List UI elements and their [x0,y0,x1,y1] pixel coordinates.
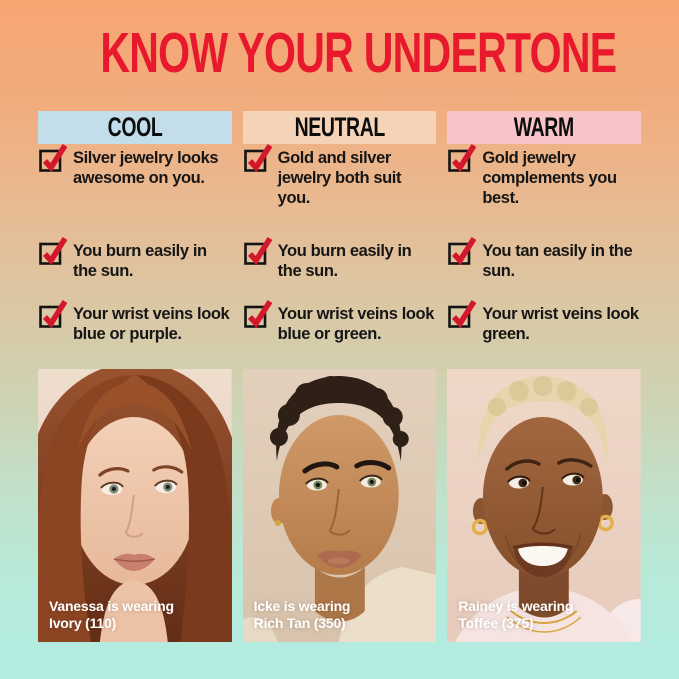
portrait-icke-illustration [242,369,437,642]
caption-shade-name: Toffee (375) [458,615,534,631]
checklist-item-text: Your wrist veins look blue or green. [277,305,435,343]
header-neutral-label: NEUTRAL [294,112,385,142]
photo-caption-neutral: Icke is wearing Rich Tan (350) [254,598,351,632]
checklist-item-text: Gold jewelry complements you best. [482,149,617,207]
checklist-item: Gold and silver jewelry both suit you. [243,143,437,241]
checklist-grid: Silver jewelry looks awesome on you. You… [38,143,641,344]
checklist-warm: Gold jewelry complements you best. You t… [447,143,641,344]
checkbox-checked-icon [38,297,68,329]
photo-caption-warm: Rainey is wearing Toffee (375) [458,598,573,632]
checkbox-checked-icon [38,141,68,173]
checklist-item-text: Your wrist veins look blue or purple. [73,305,230,343]
checkbox-checked-icon [38,234,68,266]
header-neutral: NEUTRAL [242,111,437,144]
checklist-cool: Silver jewelry looks awesome on you. You… [38,143,232,344]
checkbox-checked-icon [447,297,477,329]
checkbox-checked-icon [243,234,273,266]
checkbox-checked-icon [243,297,273,329]
checklist-item-text: You burn easily in the sun. [277,242,412,280]
header-cool-label: COOL [107,112,163,142]
portrait-vanessa-illustration [38,369,232,642]
checklist-item-text: You tan easily in the sun. [482,242,633,280]
photo-caption-cool: Vanessa is wearing Ivory (110) [49,598,174,632]
page-title: KNOW YOUR UNDERTONE [100,21,617,85]
column-headers: COOL NEUTRAL WARM [38,111,642,144]
checklist-item: Your wrist veins look green. [447,299,641,344]
checkbox-checked-icon [243,141,273,173]
checklist-item: Gold jewelry complements you best. [447,143,641,241]
checklist-item: You tan easily in the sun. [447,236,641,304]
model-photo-warm: Rainey is wearing Toffee (375) [447,369,642,642]
model-photo-neutral: Icke is wearing Rich Tan (350) [242,369,437,642]
checklist-neutral: Gold and silver jewelry both suit you. Y… [243,143,437,344]
caption-model-name: Vanessa is wearing [49,598,174,614]
header-warm: WARM [447,111,642,144]
checklist-item: You burn easily in the sun. [243,236,437,304]
checklist-item-text: Gold and silver jewelry both suit you. [277,149,402,207]
checklist-item-text: Your wrist veins look green. [482,305,639,343]
checklist-item: Silver jewelry looks awesome on you. [38,143,232,241]
caption-shade-name: Ivory (110) [49,615,117,631]
caption-model-name: Rainey is wearing [458,598,574,614]
checklist-item-text: Silver jewelry looks awesome on you. [73,149,219,187]
model-photos: Vanessa is wearing Ivory (110) [38,369,642,642]
checklist-item: Your wrist veins look blue or purple. [38,299,232,344]
portrait-rainey-illustration [447,369,642,642]
checkbox-checked-icon [447,141,477,173]
header-warm-label: WARM [514,112,575,142]
caption-shade-name: Rich Tan (350) [253,615,346,631]
checklist-item-text: You burn easily in the sun. [73,242,207,280]
title-row: KNOW YOUR UNDERTONE [0,24,679,82]
checklist-item: You burn easily in the sun. [38,236,232,304]
caption-model-name: Icke is wearing [253,598,351,614]
header-cool: COOL [38,111,232,144]
checkbox-checked-icon [447,234,477,266]
model-photo-cool: Vanessa is wearing Ivory (110) [38,369,232,642]
checklist-item: Your wrist veins look blue or green. [243,299,437,344]
